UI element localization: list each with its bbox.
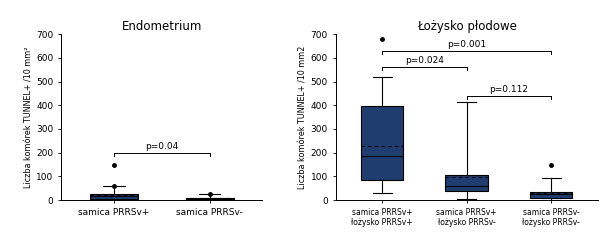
Bar (185, 198, 234, 200)
Bar (445, 175, 488, 191)
Text: p=0.024: p=0.024 (405, 56, 444, 65)
Bar (530, 192, 572, 198)
Title: Endometrium: Endometrium (121, 20, 202, 33)
Y-axis label: Liczba komórek TUNNEL+ /10 mm2: Liczba komórek TUNNEL+ /10 mm2 (299, 45, 308, 189)
Bar (90, 194, 138, 199)
Y-axis label: Liczba komórek TUNNEL+ /10 mm²: Liczba komórek TUNNEL+ /10 mm² (24, 46, 34, 188)
Title: Łożysko płodowe: Łożysko płodowe (417, 20, 517, 33)
Text: p=0.001: p=0.001 (447, 40, 486, 49)
Text: p=0.112: p=0.112 (489, 85, 528, 94)
Text: p=0.04: p=0.04 (145, 142, 178, 151)
Bar (361, 106, 403, 180)
